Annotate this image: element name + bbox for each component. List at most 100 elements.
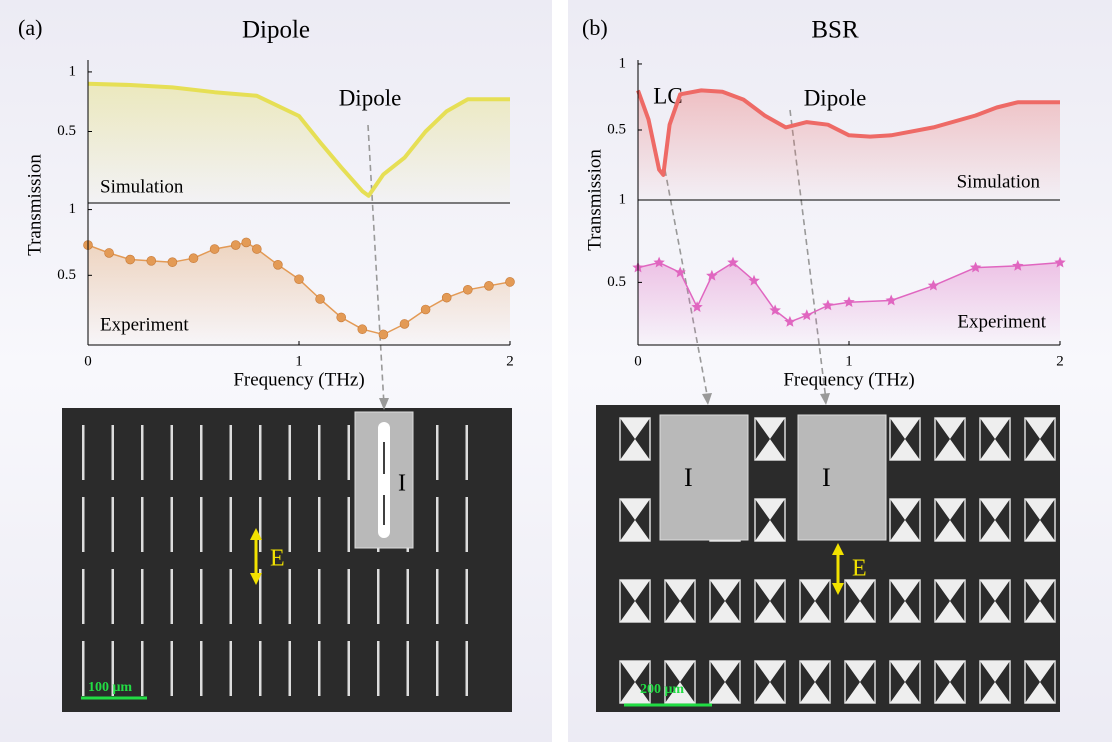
y-tick-label: 0.5 <box>607 274 626 290</box>
inset <box>798 415 886 540</box>
slit <box>466 425 469 480</box>
slit <box>289 641 292 696</box>
x-axis-label: Frequency (THz) <box>783 369 914 390</box>
data-point <box>316 294 325 303</box>
slit <box>200 497 203 552</box>
data-point <box>210 245 219 254</box>
inset-label: I <box>822 463 831 492</box>
y-tick-label: 1 <box>69 63 77 79</box>
data-point <box>463 285 472 294</box>
data-point <box>421 305 430 314</box>
slit <box>82 425 85 480</box>
slit <box>348 425 351 480</box>
data-point <box>400 319 409 328</box>
subplot-label: Experiment <box>100 314 189 335</box>
y-tick-label: 0.5 <box>57 123 76 139</box>
slit <box>318 497 321 552</box>
slit <box>171 641 174 696</box>
slit <box>318 641 321 696</box>
slit <box>200 641 203 696</box>
slit <box>112 569 115 624</box>
slit <box>112 497 115 552</box>
y-axis-label: Transmission <box>584 149 605 251</box>
x-tick-label: 1 <box>845 353 853 369</box>
data-point <box>189 254 198 263</box>
data-point <box>242 238 251 247</box>
data-point <box>295 275 304 284</box>
data-point <box>126 255 135 264</box>
data-point <box>442 293 451 302</box>
slit <box>436 569 439 624</box>
data-point <box>506 277 515 286</box>
slit <box>259 497 262 552</box>
slit <box>466 641 469 696</box>
slit <box>348 497 351 552</box>
slit <box>112 425 115 480</box>
field-label: E <box>852 556 867 582</box>
slit <box>230 641 233 696</box>
slit <box>141 569 144 624</box>
subplot-label: Simulation <box>100 176 184 197</box>
slit <box>407 641 410 696</box>
x-tick-label: 0 <box>84 353 92 369</box>
panel-title: Dipole <box>242 17 310 44</box>
slit <box>436 497 439 552</box>
slit <box>289 569 292 624</box>
slit <box>289 497 292 552</box>
slit <box>230 569 233 624</box>
slit <box>466 569 469 624</box>
slit <box>377 569 380 624</box>
slit <box>407 569 410 624</box>
y-tick-label: 0.5 <box>57 267 76 283</box>
slit <box>171 497 174 552</box>
data-point <box>358 325 367 334</box>
x-tick-label: 0 <box>634 353 642 369</box>
slit <box>318 425 321 480</box>
slit <box>82 641 85 696</box>
slit <box>289 425 292 480</box>
slit <box>318 569 321 624</box>
slit <box>348 641 351 696</box>
inset <box>660 415 748 540</box>
annotation: Dipole <box>804 85 867 110</box>
data-point <box>337 313 346 322</box>
panel-title: BSR <box>811 17 859 44</box>
field-label: E <box>270 546 285 572</box>
x-tick-label: 2 <box>1056 353 1064 369</box>
slit <box>466 497 469 552</box>
slit <box>141 425 144 480</box>
subplot-label: Simulation <box>957 171 1041 192</box>
data-point <box>168 258 177 267</box>
slit <box>377 641 380 696</box>
y-tick-label: 0.5 <box>607 121 626 137</box>
slit <box>259 425 262 480</box>
x-tick-label: 2 <box>506 353 514 369</box>
inset-label: I <box>684 463 693 492</box>
data-point <box>379 330 388 339</box>
slit <box>230 497 233 552</box>
data-point <box>484 281 493 290</box>
data-point <box>273 260 282 269</box>
y-axis-label: Transmission <box>24 154 45 256</box>
figure: (a) Dipole Transmission Frequency (THz) … <box>0 0 1112 742</box>
panel-label: (a) <box>18 15 42 40</box>
scale-bar-label: 100 μm <box>88 680 132 695</box>
subplot-label: Experiment <box>957 311 1046 332</box>
slit <box>141 497 144 552</box>
x-axis-label: Frequency (THz) <box>233 369 364 390</box>
x-tick-label: 1 <box>295 353 303 369</box>
slit <box>348 569 351 624</box>
y-tick-label: 1 <box>619 55 627 71</box>
slit <box>259 641 262 696</box>
slit <box>436 425 439 480</box>
slit <box>82 569 85 624</box>
annotation: Dipole <box>339 85 402 110</box>
slit <box>82 497 85 552</box>
data-point <box>147 256 156 265</box>
slit <box>200 425 203 480</box>
y-tick-label: 1 <box>619 191 627 207</box>
scale-bar-label: 200 μm <box>640 682 684 697</box>
slit <box>171 425 174 480</box>
data-point <box>231 241 240 250</box>
sem-image <box>62 408 512 712</box>
